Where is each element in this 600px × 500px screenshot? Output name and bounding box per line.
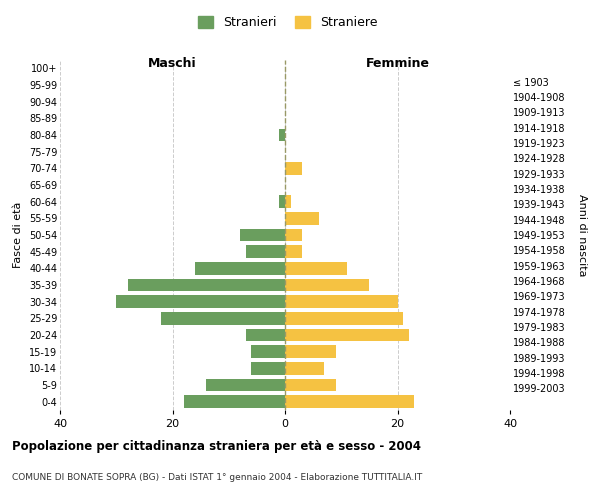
Bar xyxy=(285,346,335,358)
Bar xyxy=(285,362,325,374)
Bar xyxy=(285,162,302,174)
Bar xyxy=(116,296,285,308)
Bar xyxy=(285,212,319,224)
Bar xyxy=(245,329,285,341)
Text: Popolazione per cittadinanza straniera per età e sesso - 2004: Popolazione per cittadinanza straniera p… xyxy=(12,440,421,453)
Bar xyxy=(195,262,285,274)
Text: Femmine: Femmine xyxy=(365,56,430,70)
Bar xyxy=(285,262,347,274)
Bar xyxy=(251,362,285,374)
Text: COMUNE DI BONATE SOPRA (BG) - Dati ISTAT 1° gennaio 2004 - Elaborazione TUTTITAL: COMUNE DI BONATE SOPRA (BG) - Dati ISTAT… xyxy=(12,473,422,482)
Bar xyxy=(285,229,302,241)
Bar xyxy=(280,129,285,141)
Bar xyxy=(280,196,285,208)
Bar xyxy=(206,379,285,391)
Y-axis label: Fasce di età: Fasce di età xyxy=(13,202,23,268)
Bar xyxy=(285,196,290,208)
Bar xyxy=(161,312,285,324)
Bar xyxy=(285,296,398,308)
Legend: Stranieri, Straniere: Stranieri, Straniere xyxy=(193,11,383,34)
Bar xyxy=(285,329,409,341)
Bar xyxy=(285,279,370,291)
Bar xyxy=(285,312,403,324)
Bar xyxy=(251,346,285,358)
Bar xyxy=(184,396,285,408)
Y-axis label: Anni di nascita: Anni di nascita xyxy=(577,194,587,276)
Bar xyxy=(285,246,302,258)
Bar xyxy=(285,396,415,408)
Bar xyxy=(285,379,335,391)
Text: Maschi: Maschi xyxy=(148,56,197,70)
Bar xyxy=(245,246,285,258)
Bar xyxy=(128,279,285,291)
Bar xyxy=(240,229,285,241)
